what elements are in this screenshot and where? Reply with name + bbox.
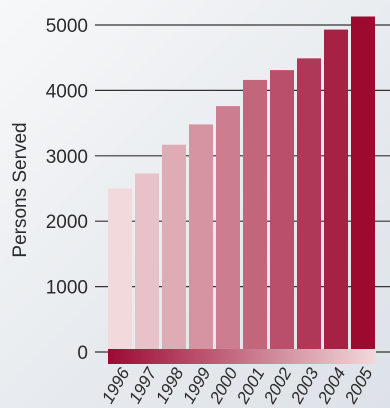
bar-2002 <box>270 70 294 352</box>
x-tick-label-2002: 2002 <box>260 364 296 408</box>
y-tick-label-3000: 3000 <box>46 147 88 168</box>
bar-2001 <box>243 79 267 352</box>
axis-band <box>108 349 376 364</box>
x-tick-label-1998: 1998 <box>152 364 188 407</box>
y-tick-label-0: 0 <box>77 343 88 364</box>
bar-1999 <box>189 124 213 353</box>
y-tick-label-1000: 1000 <box>46 278 88 299</box>
x-tick-label-2005: 2005 <box>341 364 377 408</box>
x-tick-label-2001: 2001 <box>233 365 269 408</box>
x-tick-label-1996: 1996 <box>98 364 134 407</box>
x-tick-label-2003: 2003 <box>287 364 323 408</box>
y-axis-label: Persons Served <box>10 122 31 257</box>
y-tick-label-2000: 2000 <box>46 212 88 233</box>
y-tick-label-5000: 5000 <box>46 16 88 37</box>
bar-2003 <box>297 58 321 352</box>
bar-1996 <box>108 188 132 352</box>
x-axis-band <box>108 349 376 364</box>
y-tick-labels: 0 1000 2000 3000 4000 5000 <box>46 16 88 364</box>
bar-2005 <box>351 16 375 353</box>
x-tick-label-2004: 2004 <box>314 365 350 408</box>
y-tick-label-4000: 4000 <box>46 81 88 102</box>
x-tick-label-1999: 1999 <box>179 364 215 407</box>
bar-1997 <box>135 173 159 352</box>
x-tick-label-1997: 1997 <box>125 364 161 407</box>
bar-2004 <box>324 29 348 352</box>
bar-1998 <box>162 144 186 352</box>
bar-2000 <box>216 106 240 352</box>
bars <box>108 16 375 353</box>
x-tick-label-2000: 2000 <box>206 364 242 408</box>
